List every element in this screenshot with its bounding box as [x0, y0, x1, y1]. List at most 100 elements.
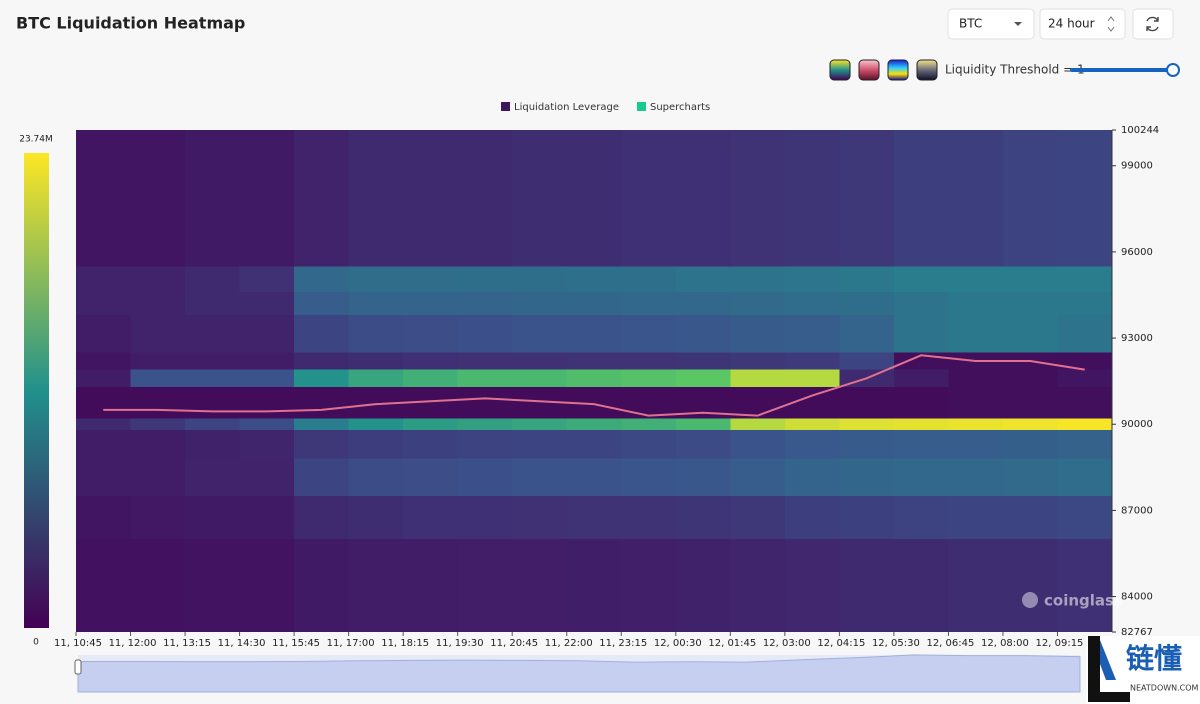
heat-cell	[403, 369, 459, 387]
overview-area	[77, 654, 1081, 693]
heat-cell	[948, 315, 1004, 353]
heat-cell	[839, 458, 895, 497]
heat-cell	[1057, 292, 1113, 316]
heat-cell	[239, 458, 295, 497]
heat-cell	[1057, 429, 1113, 459]
heat-cell	[348, 266, 404, 293]
heat-cell	[566, 266, 622, 293]
heat-cell	[893, 315, 949, 353]
heat-cell	[185, 496, 241, 540]
threshold-label: Liquidity Threshold = 1	[945, 63, 1085, 77]
heat-cell	[675, 496, 731, 540]
heat-cell	[730, 266, 786, 293]
heat-cell	[893, 292, 949, 316]
heat-cell	[512, 315, 568, 353]
page-title: BTC Liquidation Heatmap	[16, 14, 245, 33]
heat-cell	[512, 496, 568, 540]
heat-cell	[130, 315, 186, 353]
heat-cell	[185, 429, 241, 459]
heat-cell	[239, 539, 295, 632]
heat-cell	[239, 496, 295, 540]
y-tick-label: 84000	[1121, 592, 1153, 603]
heat-cell	[1057, 458, 1113, 497]
heat-cell	[294, 315, 350, 353]
y-tick-label: 96000	[1121, 247, 1153, 258]
heat-cell	[130, 496, 186, 540]
heat-cell	[239, 266, 295, 293]
heat-cell	[893, 539, 949, 632]
heat-cell	[348, 496, 404, 540]
heat-cell	[1002, 386, 1058, 419]
x-tick-label: 11, 10:45	[54, 638, 102, 649]
heat-cell	[294, 458, 350, 497]
heat-cell	[893, 130, 949, 267]
heat-cell	[1002, 429, 1058, 459]
heat-cell	[512, 369, 568, 387]
heat-cell	[348, 315, 404, 353]
symbol-select[interactable]	[947, 8, 1035, 40]
heat-cell	[1057, 130, 1113, 267]
heat-cell	[130, 369, 186, 387]
x-tick-label: 12, 05:30	[872, 638, 920, 649]
heat-cell	[457, 496, 513, 540]
symbol-value: BTC	[959, 17, 982, 31]
spinner	[1107, 16, 1115, 32]
heat-cell	[784, 266, 840, 293]
overview-handle[interactable]	[74, 659, 82, 675]
scheme-dark[interactable]	[916, 59, 938, 81]
heat-cell	[457, 429, 513, 459]
heat-cell	[566, 292, 622, 316]
heat-cell	[294, 418, 350, 430]
heat-cell	[675, 429, 731, 459]
heat-cell	[76, 352, 132, 370]
colorbar	[24, 153, 49, 628]
heat-cell	[1002, 315, 1058, 353]
heat-cell	[348, 369, 404, 387]
heat-cell	[948, 130, 1004, 267]
heat-cell	[457, 292, 513, 316]
heat-cell	[76, 458, 132, 497]
heat-cell	[621, 496, 677, 540]
y-tick-label: 100244	[1121, 125, 1159, 136]
heat-cell	[348, 292, 404, 316]
heat-cell	[457, 458, 513, 497]
heat-cell	[730, 130, 786, 267]
heat-cell	[621, 386, 677, 419]
refresh-button[interactable]	[1132, 8, 1174, 40]
heat-cell	[784, 418, 840, 430]
heat-cell	[457, 315, 513, 353]
heat-cell	[839, 386, 895, 419]
heat-cell	[621, 292, 677, 316]
heat-cell	[1002, 266, 1058, 293]
heat-cell	[76, 418, 132, 430]
heat-cell	[730, 458, 786, 497]
heat-cell	[185, 539, 241, 632]
heat-cell	[76, 429, 132, 459]
heat-cell	[621, 458, 677, 497]
legend-label: Supercharts	[650, 102, 710, 113]
heat-cell	[130, 386, 186, 419]
scheme-rainbow[interactable]	[887, 59, 909, 81]
heat-cell	[294, 496, 350, 540]
refresh-icon	[1146, 16, 1159, 32]
range-select[interactable]	[1039, 8, 1126, 40]
heat-cell	[621, 315, 677, 353]
heat-cell	[457, 266, 513, 293]
heat-cell	[348, 352, 404, 370]
y-tick-label: 99000	[1121, 161, 1153, 172]
heat-cell	[566, 418, 622, 430]
heat-cell	[185, 292, 241, 316]
scheme-viridis[interactable]	[829, 59, 851, 81]
heat-cell	[348, 418, 404, 430]
heat-cell	[239, 292, 295, 316]
x-tick-label: 12, 01:45	[708, 638, 756, 649]
heat-cell	[512, 429, 568, 459]
slider-knob[interactable]	[1166, 63, 1180, 77]
heat-cell	[566, 315, 622, 353]
x-tick-label: 11, 19:30	[436, 638, 484, 649]
heat-cell	[566, 369, 622, 387]
x-tick-label: 11, 12:00	[109, 638, 157, 649]
heat-cell	[130, 458, 186, 497]
scheme-red[interactable]	[858, 59, 880, 81]
